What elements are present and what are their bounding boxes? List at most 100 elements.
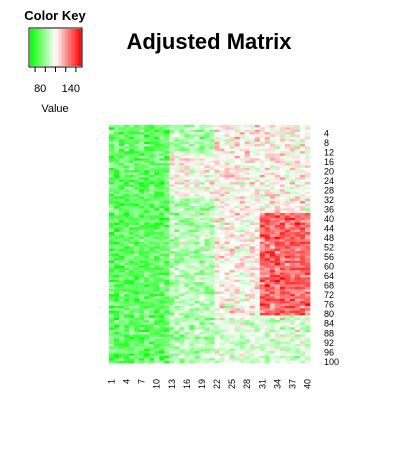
heatmap-cell — [149, 336, 155, 340]
heatmap-cell — [259, 322, 266, 326]
heatmap-cell — [154, 153, 160, 157]
heatmap-cell — [184, 165, 190, 169]
heatmap-cell — [159, 241, 165, 245]
heatmap-cell — [299, 296, 306, 300]
heatmap-cell — [224, 336, 230, 340]
heatmap-cell — [164, 248, 170, 252]
heatmap-cell — [209, 205, 215, 209]
heatmap-cell — [149, 360, 155, 364]
heatmap-cell — [219, 320, 225, 323]
heatmap-cell — [169, 286, 175, 290]
heatmap-cell — [144, 194, 150, 197]
heatmap-cell — [304, 313, 311, 316]
heatmap-cell — [204, 317, 210, 321]
heatmap-cell — [274, 170, 281, 173]
heatmap-cell — [279, 220, 286, 223]
heatmap-cell — [159, 194, 165, 197]
heatmap-cell — [244, 174, 251, 178]
heatmap-cell — [264, 289, 271, 292]
heatmap-cell — [299, 329, 306, 333]
heatmap-cell — [174, 353, 180, 357]
heatmap-cell — [219, 258, 225, 261]
heatmap-cell — [124, 315, 130, 319]
heatmap-cell — [149, 134, 155, 138]
heatmap-cell — [199, 215, 205, 219]
heatmap-cell — [164, 251, 170, 254]
heatmap-cell — [284, 160, 291, 164]
heatmap-cell — [234, 196, 240, 200]
heatmap-cell — [184, 351, 190, 354]
heatmap-cell — [274, 129, 281, 133]
heatmap-cell — [284, 284, 291, 288]
heatmap-cell — [199, 265, 205, 269]
heatmap-cell — [214, 293, 220, 297]
heatmap-cell — [189, 282, 195, 285]
heatmap-cell — [279, 360, 286, 364]
heatmap-cell — [109, 184, 115, 188]
heatmap-cell — [304, 310, 311, 314]
heatmap-cell — [204, 303, 210, 307]
color-key-title: Color Key — [24, 8, 86, 23]
heatmap-cell — [179, 236, 185, 240]
heatmap-cell — [119, 227, 125, 231]
heatmap-cell — [179, 134, 185, 138]
heatmap-cell — [269, 165, 276, 169]
heatmap-cell — [189, 177, 195, 181]
heatmap-cell — [269, 322, 276, 326]
heatmap-cell — [184, 355, 190, 359]
heatmap-cell — [249, 163, 256, 166]
heatmap-cell — [114, 279, 120, 283]
heatmap-cell — [114, 165, 120, 169]
heatmap-cell — [264, 146, 271, 150]
heatmap-cell — [154, 239, 160, 242]
heatmap-cell — [199, 241, 205, 245]
heatmap-cell — [204, 305, 210, 309]
heatmap-cell — [234, 255, 240, 259]
heatmap-cell — [279, 353, 286, 357]
heatmap-cell — [179, 348, 185, 352]
heatmap-cell — [174, 186, 180, 190]
heatmap-cell — [124, 310, 130, 314]
heatmap-cell — [224, 355, 230, 359]
heatmap-cell — [169, 293, 175, 297]
heatmap-cell — [139, 205, 145, 209]
heatmap-cell — [259, 324, 266, 328]
heatmap-cell — [229, 301, 235, 304]
heatmap-cell — [199, 148, 205, 152]
heatmap-cell — [149, 244, 155, 247]
heatmap-cell — [249, 136, 256, 140]
heatmap-cell — [249, 222, 256, 226]
heatmap-cell — [189, 201, 195, 204]
heatmap-cell — [124, 353, 130, 357]
heatmap-cell — [264, 229, 271, 233]
heatmap-cell — [154, 215, 160, 219]
heatmap-cell — [269, 213, 276, 216]
heatmap-cell — [129, 210, 135, 214]
heatmap-cell — [289, 348, 296, 352]
heatmap-cell — [199, 201, 205, 204]
heatmap-cell — [139, 358, 145, 361]
heatmap-cell — [139, 153, 145, 157]
heatmap-cell — [279, 201, 286, 204]
heatmap-cell — [279, 189, 286, 192]
heatmap-cell — [149, 213, 155, 216]
heatmap-cell — [299, 184, 306, 188]
heatmap-cell — [234, 360, 240, 364]
heatmap-cell — [299, 246, 306, 250]
heatmap-cell — [134, 170, 140, 173]
heatmap-cell — [114, 339, 120, 342]
heatmap-cell — [189, 343, 195, 347]
heatmap-cell — [294, 229, 301, 233]
heatmap-cell — [304, 189, 311, 192]
heatmap-cell — [124, 317, 130, 321]
heatmap-cell — [289, 305, 296, 309]
heatmap-cell — [239, 215, 245, 219]
heatmap-cell — [254, 358, 261, 361]
heatmap-cell — [269, 279, 276, 283]
heatmap-cell — [204, 153, 210, 157]
heatmap-cell — [259, 305, 266, 309]
heatmap-cell — [119, 224, 125, 228]
heatmap-cell — [209, 244, 215, 247]
heatmap-cell — [239, 353, 245, 357]
heatmap-cell — [209, 196, 215, 200]
